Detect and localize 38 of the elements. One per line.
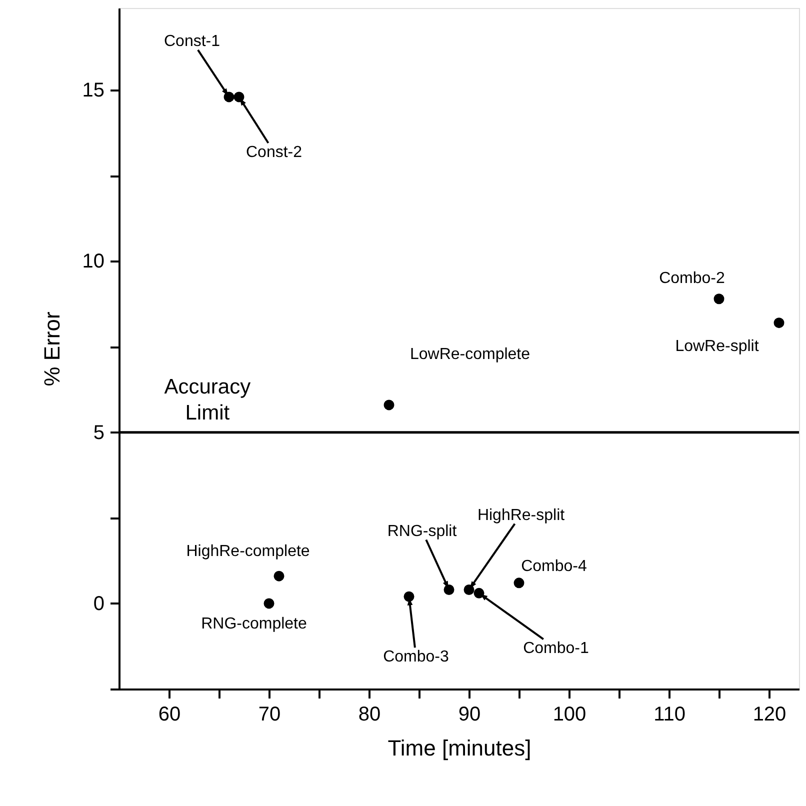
- point: [714, 294, 724, 304]
- x-tick-label: 90: [458, 704, 481, 726]
- y-tick-label: 5: [93, 422, 104, 444]
- x-tick-label: 60: [158, 704, 181, 726]
- point: [404, 591, 414, 602]
- point: [444, 584, 454, 595]
- annotation: Const-1: [164, 32, 220, 50]
- point: [264, 598, 274, 609]
- y-tick-label: 10: [82, 250, 104, 273]
- x-tick-label: 70: [258, 704, 281, 726]
- y-tick-label: 0: [93, 592, 104, 615]
- x-tick-label: 110: [654, 704, 686, 726]
- annotation: HighRe-complete: [186, 543, 310, 560]
- annotation: Combo-1: [523, 640, 589, 658]
- point: [224, 92, 234, 102]
- point: [474, 588, 484, 598]
- point: [774, 318, 784, 328]
- x-tick-label: 80: [358, 704, 381, 726]
- annotation: LowRe-complete: [410, 346, 530, 363]
- annotation: Combo-4: [521, 558, 587, 575]
- x-tick-label: 100: [552, 704, 586, 726]
- y-tick-label: 15: [82, 80, 104, 102]
- annotation: Const-2: [246, 144, 302, 161]
- x-tick-label: 120: [752, 704, 786, 726]
- point: [274, 570, 284, 582]
- x-axis-title: Time [minutes]: [388, 736, 532, 760]
- annotation: LowRe-split: [675, 338, 760, 355]
- annotation: RNG-complete: [201, 615, 307, 632]
- point: [234, 92, 244, 102]
- y-axis-title: % Error: [39, 312, 64, 386]
- annotation: Combo-3: [383, 648, 449, 666]
- annotation: HighRe-split: [477, 506, 566, 524]
- point: [514, 578, 524, 588]
- annotation: Combo-2: [659, 270, 725, 287]
- annotation: RNG-split: [387, 522, 458, 540]
- point: [464, 584, 474, 595]
- ref-line-label: Accuracy Limit: [164, 375, 252, 424]
- point: [384, 400, 394, 410]
